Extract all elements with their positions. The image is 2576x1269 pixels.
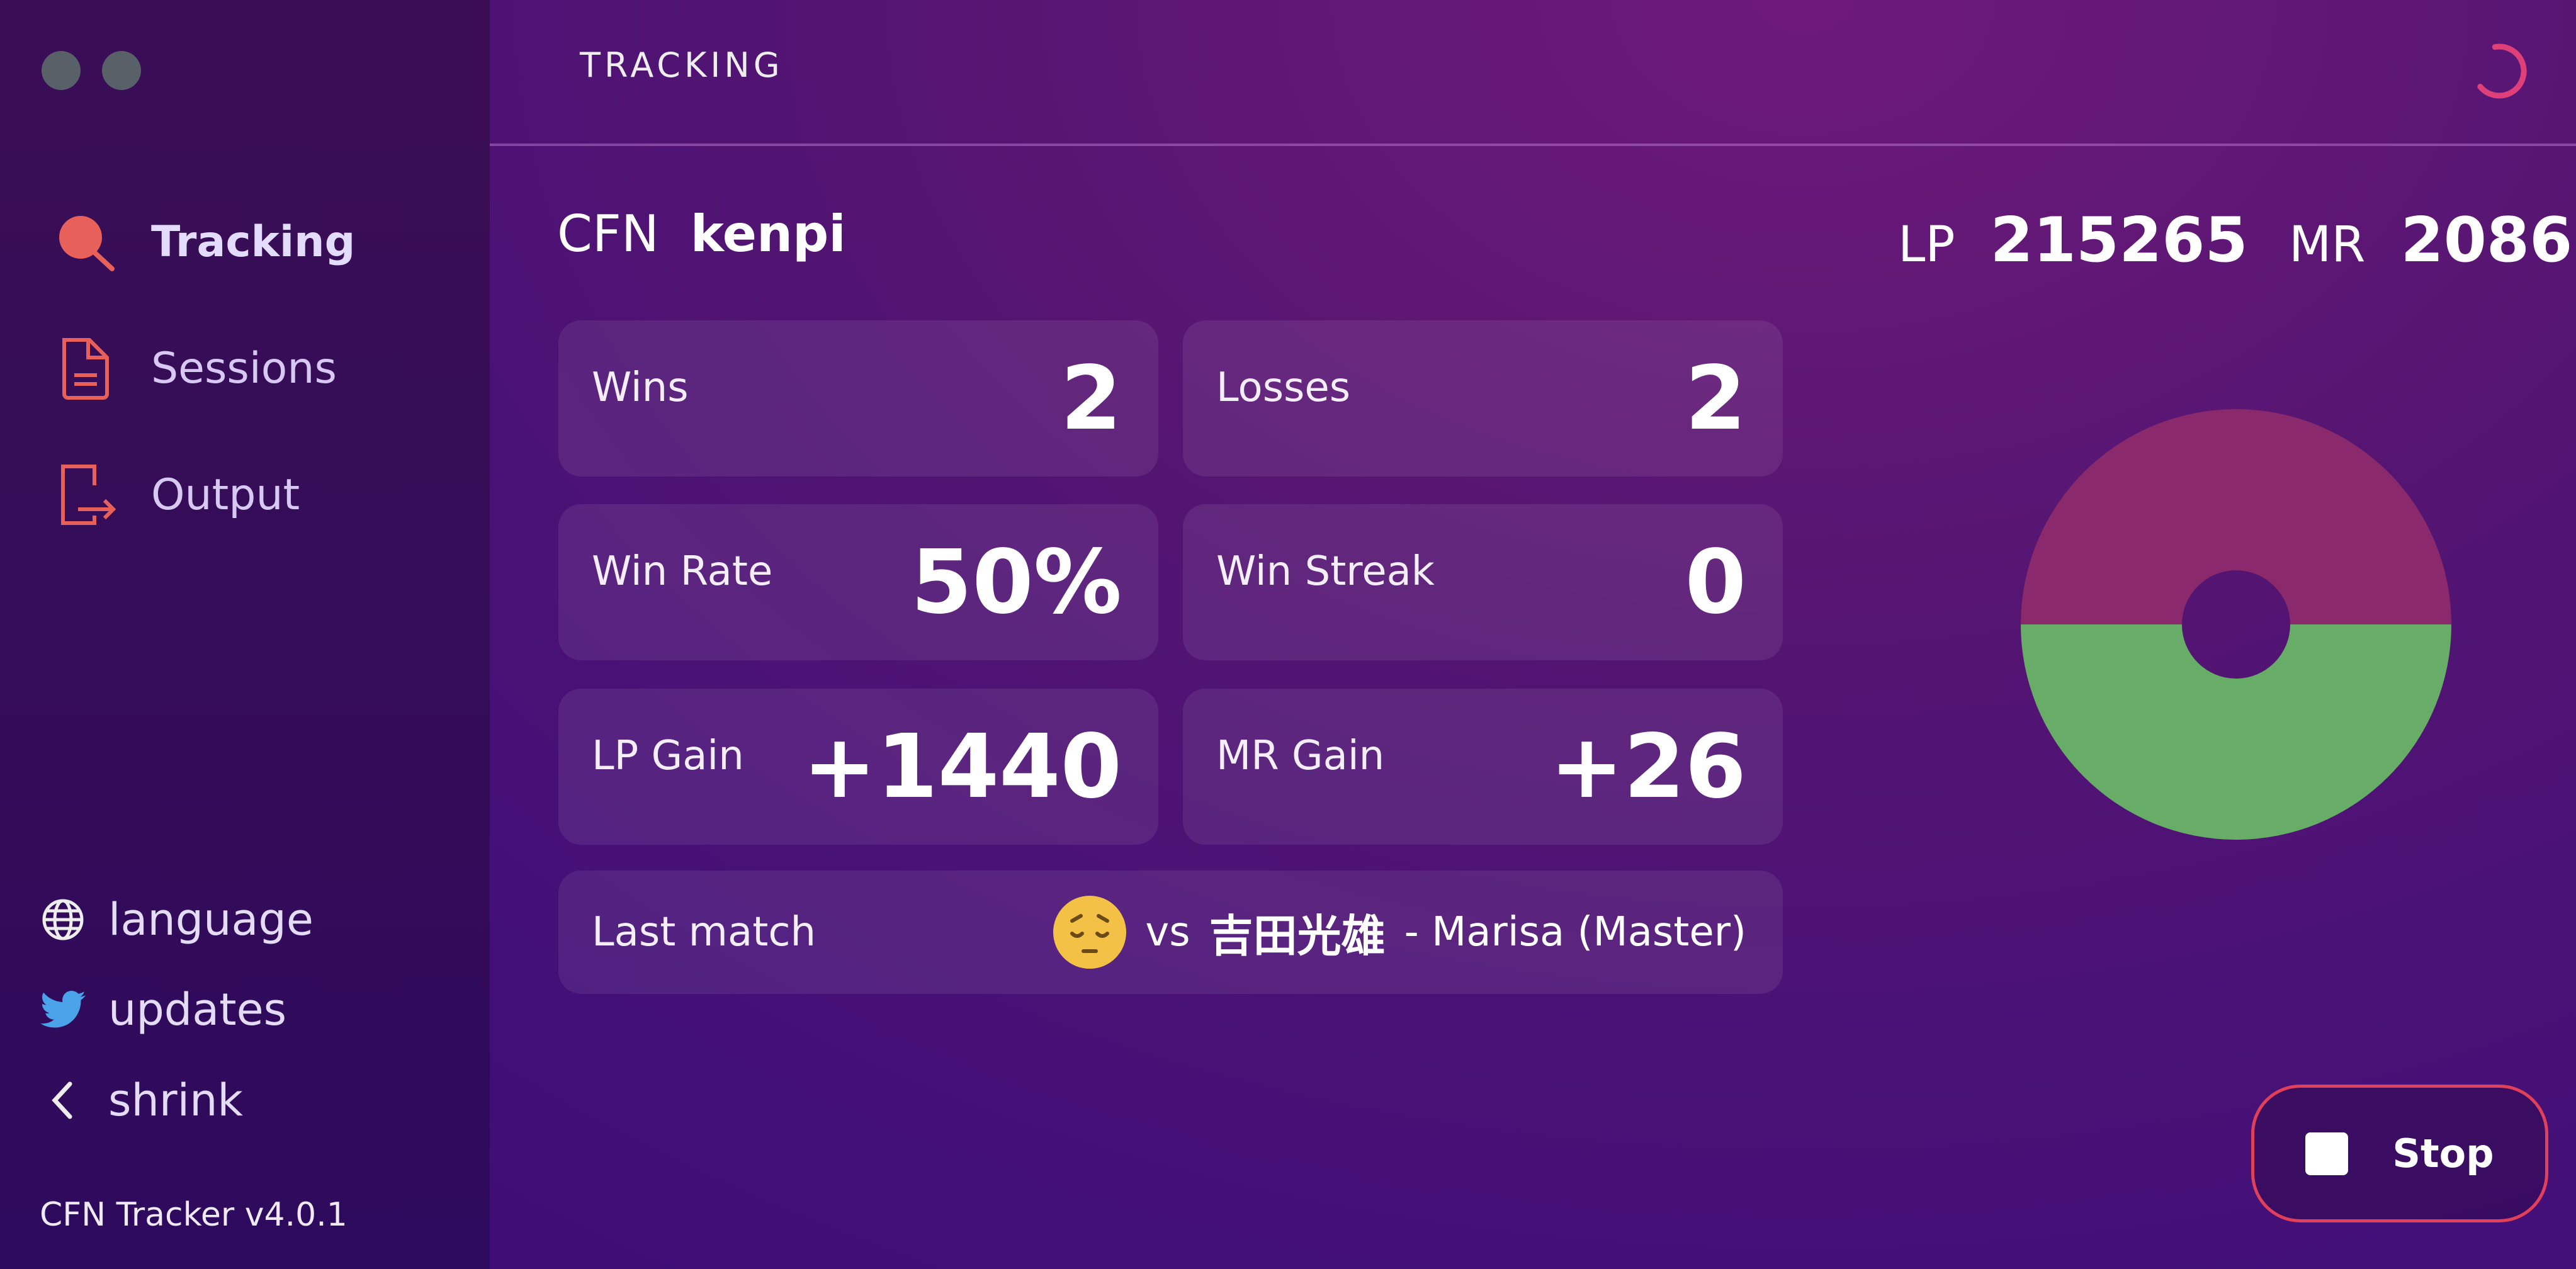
updates-label: updates [108,984,287,1035]
app-version: CFN Tracker v4.0.1 [40,1196,347,1234]
stop-icon [2305,1132,2349,1175]
search-icon [50,207,120,276]
wins-label: Wins [592,364,689,411]
cfn-display: CFN kenpi [557,205,846,263]
export-icon [50,460,120,529]
shrink-label: shrink [108,1074,243,1126]
stop-button[interactable]: Stop [2251,1085,2548,1222]
win-rate-label: Win Rate [592,548,773,595]
window-close-dot[interactable] [42,51,81,90]
sidebar-item-tracking[interactable]: Tracking [50,207,355,276]
lp-gain-value: +1440 [803,715,1122,818]
last-match-card: Last match vs 吉田光雄 - Marisa (Master) [558,871,1783,994]
win-streak-card: Win Streak 0 [1183,504,1783,660]
lp-value: 215265 [1990,205,2248,276]
mr-gain-label: MR Gain [1216,733,1385,779]
sidebar: Tracking Sessions Output language update… [0,0,490,1269]
mr-display: MR 2086 [2289,205,2572,276]
sidebar-item-label: Tracking [151,217,356,267]
wins-card: Wins 2 [558,320,1158,477]
win-loss-donut-chart [2021,409,2451,840]
globe-icon [38,897,88,942]
twitter-icon [38,990,88,1030]
losses-value: 2 [1685,347,1746,450]
language-link[interactable]: language [38,894,314,945]
donut-slice-wins [2021,624,2451,840]
opponent-character: - Marisa (Master) [1404,909,1746,956]
document-icon [50,334,120,403]
page-title: TRACKING [580,45,784,85]
win-streak-label: Win Streak [1216,548,1435,595]
win-rate-card: Win Rate 50% [558,504,1158,660]
shrink-button[interactable]: shrink [38,1074,243,1126]
lp-display: LP 215265 [1898,205,2248,276]
sidebar-item-output[interactable]: Output [50,460,300,529]
last-match-label: Last match [592,909,816,956]
mr-gain-card: MR Gain +26 [1183,689,1783,845]
lp-gain-label: LP Gain [592,733,744,779]
pensive-face-icon [1053,896,1127,969]
cfn-name: kenpi [690,205,846,263]
stop-label: Stop [2392,1131,2494,1176]
losses-label: Losses [1216,364,1351,411]
chevron-left-icon [38,1078,88,1123]
header-divider [490,144,2576,146]
language-label: language [108,894,314,945]
mr-value: 2086 [2400,205,2573,276]
win-rate-value: 50% [910,531,1122,634]
loading-spinner-icon [2477,43,2527,99]
donut-slice-losses [2021,409,2451,624]
lp-gain-card: LP Gain +1440 [558,689,1158,845]
lp-label: LP [1898,217,1955,273]
mr-gain-value: +26 [1549,715,1746,818]
sidebar-item-sessions[interactable]: Sessions [50,334,337,403]
sidebar-item-label: Output [151,470,300,520]
sidebar-item-label: Sessions [151,343,337,393]
wins-value: 2 [1060,347,1122,450]
updates-link[interactable]: updates [38,984,286,1035]
window-minimize-dot[interactable] [102,51,141,90]
losses-card: Losses 2 [1183,320,1783,477]
win-streak-value: 0 [1685,531,1746,634]
opponent-name: 吉田光雄 [1209,910,1386,962]
vs-label: vs [1145,909,1190,956]
mr-label: MR [2289,217,2366,273]
cfn-label: CFN [557,205,659,263]
